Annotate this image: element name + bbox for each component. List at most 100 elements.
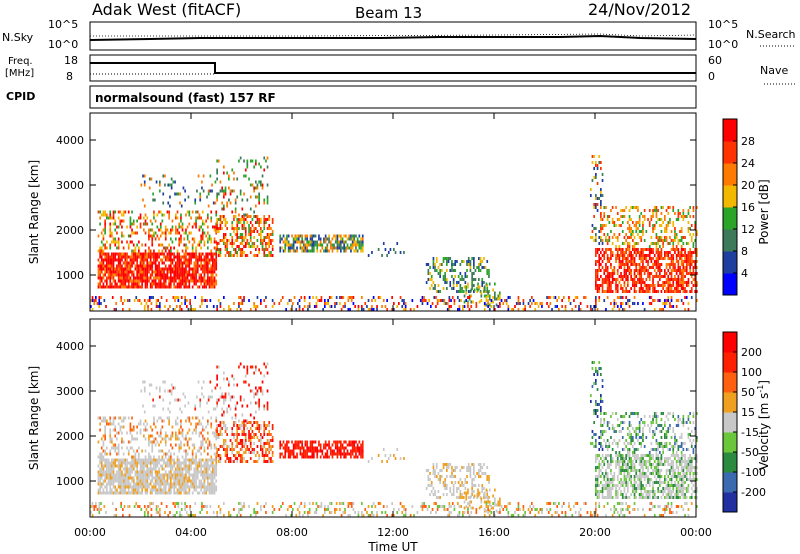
echo-cell [161,479,164,483]
echo-cell [164,380,166,384]
echo-cell [271,427,274,430]
echo-cell [150,308,153,311]
echo-cell [655,221,658,224]
echo-cell [148,473,150,477]
echo-cell [215,431,218,435]
echo-cell [595,296,597,299]
echo-cell [126,279,128,283]
echo-cell [655,206,658,209]
echo-cell [361,237,364,241]
echo-cell [99,452,101,456]
echo-cell [116,464,118,468]
echo-cell [680,236,683,239]
echo-cell [456,260,458,263]
echo-cell [653,263,656,266]
echo-cell [660,257,663,260]
echo-cell [185,249,187,253]
echo-cell [151,273,154,277]
echo-cell [132,467,135,471]
echo-cell [670,278,673,281]
echo-cell [136,482,138,486]
echo-cell [358,240,361,244]
echo-cell [261,448,264,451]
echo-cell [591,308,594,311]
echo-cell [185,467,187,471]
echo-cell [386,308,388,311]
echo-cell [350,452,352,456]
echo-cell [467,290,470,293]
echo-cell [696,206,698,209]
echo-cell [151,428,154,432]
echo-cell [168,213,170,217]
echo-cell [231,221,234,224]
echo-cell [158,264,160,268]
echo-cell [595,272,597,275]
echo-cell [168,270,170,274]
echo-cell [421,296,424,299]
echo-cell [696,233,698,236]
echo-cell [163,255,165,259]
echo-cell [114,473,117,477]
echo-cell [117,216,120,220]
echo-cell [458,305,461,308]
echo-cell [670,269,673,272]
echo-cell [190,458,192,462]
echo-cell [154,198,156,202]
echo-cell [425,299,427,302]
echo-cell [198,491,201,495]
echo-cell [153,416,155,420]
echo-cell [136,261,138,265]
echo-cell [161,488,164,492]
echo-cell [212,252,214,256]
echo-cell [600,191,602,194]
echo-cell [266,389,269,393]
echo-cell [100,246,103,250]
echo-cell [99,485,101,489]
echo-cell [423,299,425,302]
echo-cell [200,440,202,444]
echo-cell [670,305,673,308]
echo-cell [159,416,162,420]
echo-cell [251,424,254,427]
echo-cell [156,270,159,274]
echo-cell [102,419,105,423]
echo-cell [595,254,597,257]
echo-cell [149,488,152,492]
echo-cell [239,254,242,257]
echo-cell [114,252,117,256]
echo-cell [144,461,147,465]
echo-cell [180,491,182,495]
echo-cell [598,260,601,263]
echo-cell [178,479,181,483]
echo-cell [186,491,189,495]
echo-cell [672,263,675,266]
echo-cell [170,177,173,181]
echo-cell [611,206,614,209]
echo-cell [161,455,164,459]
echo-cell [196,258,199,262]
echo-cell [648,251,651,254]
echo-cell [170,452,172,456]
echo-cell [99,246,101,250]
echo-cell [190,479,192,483]
echo-cell [248,451,250,454]
echo-cell [241,302,244,305]
echo-cell [102,443,105,447]
echo-cell [261,392,264,396]
echo-cell [255,460,257,463]
echo-cell [255,454,257,457]
echo-cell [196,461,199,465]
echo-cell [316,246,319,250]
echo-cell [116,476,118,480]
echo-cell [271,299,274,302]
echo-cell [195,249,197,253]
echo-cell [340,237,342,241]
echo-cell [186,234,189,238]
echo-cell [134,482,137,486]
echo-cell [151,243,154,247]
echo-cell [210,461,213,465]
echo-cell [154,252,157,256]
echo-cell [188,476,191,480]
echo-cell [650,272,653,275]
echo-cell [132,285,135,289]
